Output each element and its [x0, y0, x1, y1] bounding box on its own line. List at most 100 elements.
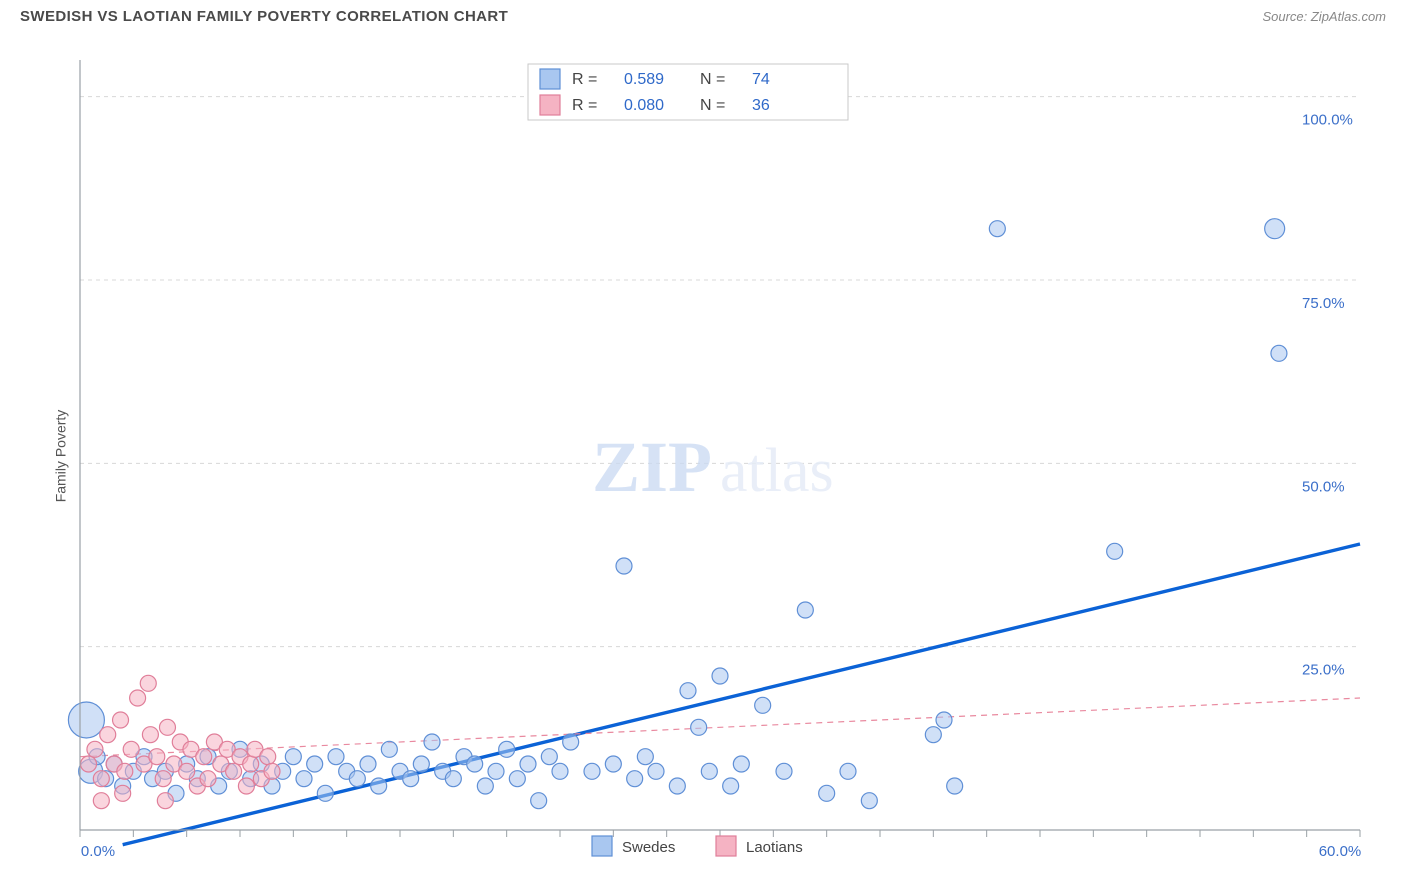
data-point: [371, 778, 387, 794]
stats-swatch: [540, 69, 560, 89]
data-point: [413, 756, 429, 772]
data-point: [349, 771, 365, 787]
scatter-chart: 25.0% 50.0% 75.0% 100.0% ZIPatlas 0.0% 60.0% R …: [20, 40, 1386, 872]
stat-n-label: N =: [700, 97, 725, 114]
data-point: [861, 793, 877, 809]
data-point: [87, 741, 103, 757]
data-point: [616, 558, 632, 574]
data-point: [142, 727, 158, 743]
y-tick-label: 50.0%: [1302, 478, 1345, 495]
data-point: [93, 771, 109, 787]
stat-n-value: 74: [752, 71, 770, 88]
data-point: [680, 683, 696, 699]
y-tick-label: 25.0%: [1302, 662, 1345, 679]
chart-title: SWEDISH VS LAOTIAN FAMILY POVERTY CORREL…: [20, 8, 508, 25]
data-point: [200, 771, 216, 787]
data-point: [226, 763, 242, 779]
data-point: [140, 675, 156, 691]
stat-r-value: 0.080: [624, 97, 664, 114]
trend-line: [80, 698, 1360, 757]
data-point: [477, 778, 493, 794]
data-point: [499, 741, 515, 757]
stats-swatch: [540, 95, 560, 115]
data-point: [488, 763, 504, 779]
data-point: [424, 734, 440, 750]
trend-line: [123, 544, 1360, 845]
data-point: [733, 756, 749, 772]
data-point: [243, 756, 259, 772]
data-point: [637, 749, 653, 765]
data-point: [701, 763, 717, 779]
data-point: [130, 690, 146, 706]
data-point: [179, 763, 195, 779]
data-point: [157, 793, 173, 809]
y-tick-label: 100.0%: [1302, 112, 1353, 129]
data-point: [117, 763, 133, 779]
data-point: [936, 712, 952, 728]
data-point: [627, 771, 643, 787]
legend-label: Laotians: [746, 839, 803, 856]
data-point: [541, 749, 557, 765]
y-tick-label: 75.0%: [1302, 295, 1345, 312]
stat-r-label: R =: [572, 71, 597, 88]
data-point: [1271, 345, 1287, 361]
data-point: [669, 778, 685, 794]
stat-r-label: R =: [572, 97, 597, 114]
data-point: [285, 749, 301, 765]
stat-n-value: 36: [752, 97, 770, 114]
data-point: [509, 771, 525, 787]
data-point: [149, 749, 165, 765]
data-point: [925, 727, 941, 743]
x-tick-label: 60.0%: [1319, 843, 1362, 860]
data-point: [712, 668, 728, 684]
data-point: [989, 221, 1005, 237]
data-point: [81, 756, 97, 772]
legend-swatch: [716, 836, 736, 856]
chart-source: Source: ZipAtlas.com: [1262, 9, 1386, 24]
data-point: [552, 763, 568, 779]
data-point: [155, 771, 171, 787]
data-point: [123, 741, 139, 757]
data-point: [819, 785, 835, 801]
data-point: [260, 749, 276, 765]
data-point: [360, 756, 376, 772]
data-point: [381, 741, 397, 757]
data-point: [605, 756, 621, 772]
data-point: [68, 702, 104, 738]
data-point: [100, 727, 116, 743]
x-tick-label: 0.0%: [81, 843, 115, 860]
data-point: [723, 778, 739, 794]
svg-text:atlas: atlas: [720, 437, 834, 505]
data-point: [115, 785, 131, 801]
data-point: [776, 763, 792, 779]
data-point: [403, 771, 419, 787]
stat-r-value: 0.589: [624, 71, 664, 88]
chart-area: Family Poverty 25.0% 50.0% 75.0% 100.0% ZIPa…: [20, 40, 1386, 872]
legend-label: Swedes: [622, 839, 675, 856]
data-point: [563, 734, 579, 750]
data-point: [947, 778, 963, 794]
data-point: [1107, 543, 1123, 559]
y-axis-label: Family Poverty: [52, 410, 68, 503]
data-point: [467, 756, 483, 772]
data-point: [531, 793, 547, 809]
data-point: [317, 785, 333, 801]
svg-text:ZIP: ZIP: [592, 427, 712, 507]
data-point: [1265, 219, 1285, 239]
data-point: [797, 602, 813, 618]
chart-header: SWEDISH VS LAOTIAN FAMILY POVERTY CORREL…: [0, 0, 1406, 31]
data-point: [238, 778, 254, 794]
stat-n-label: N =: [700, 71, 725, 88]
data-point: [264, 763, 280, 779]
data-point: [328, 749, 344, 765]
data-point: [755, 697, 771, 713]
watermark: ZIPatlas: [592, 427, 834, 507]
data-point: [445, 771, 461, 787]
data-point: [196, 749, 212, 765]
data-point: [113, 712, 129, 728]
data-point: [307, 756, 323, 772]
data-point: [584, 763, 600, 779]
data-point: [691, 719, 707, 735]
data-point: [840, 763, 856, 779]
legend-swatch: [592, 836, 612, 856]
